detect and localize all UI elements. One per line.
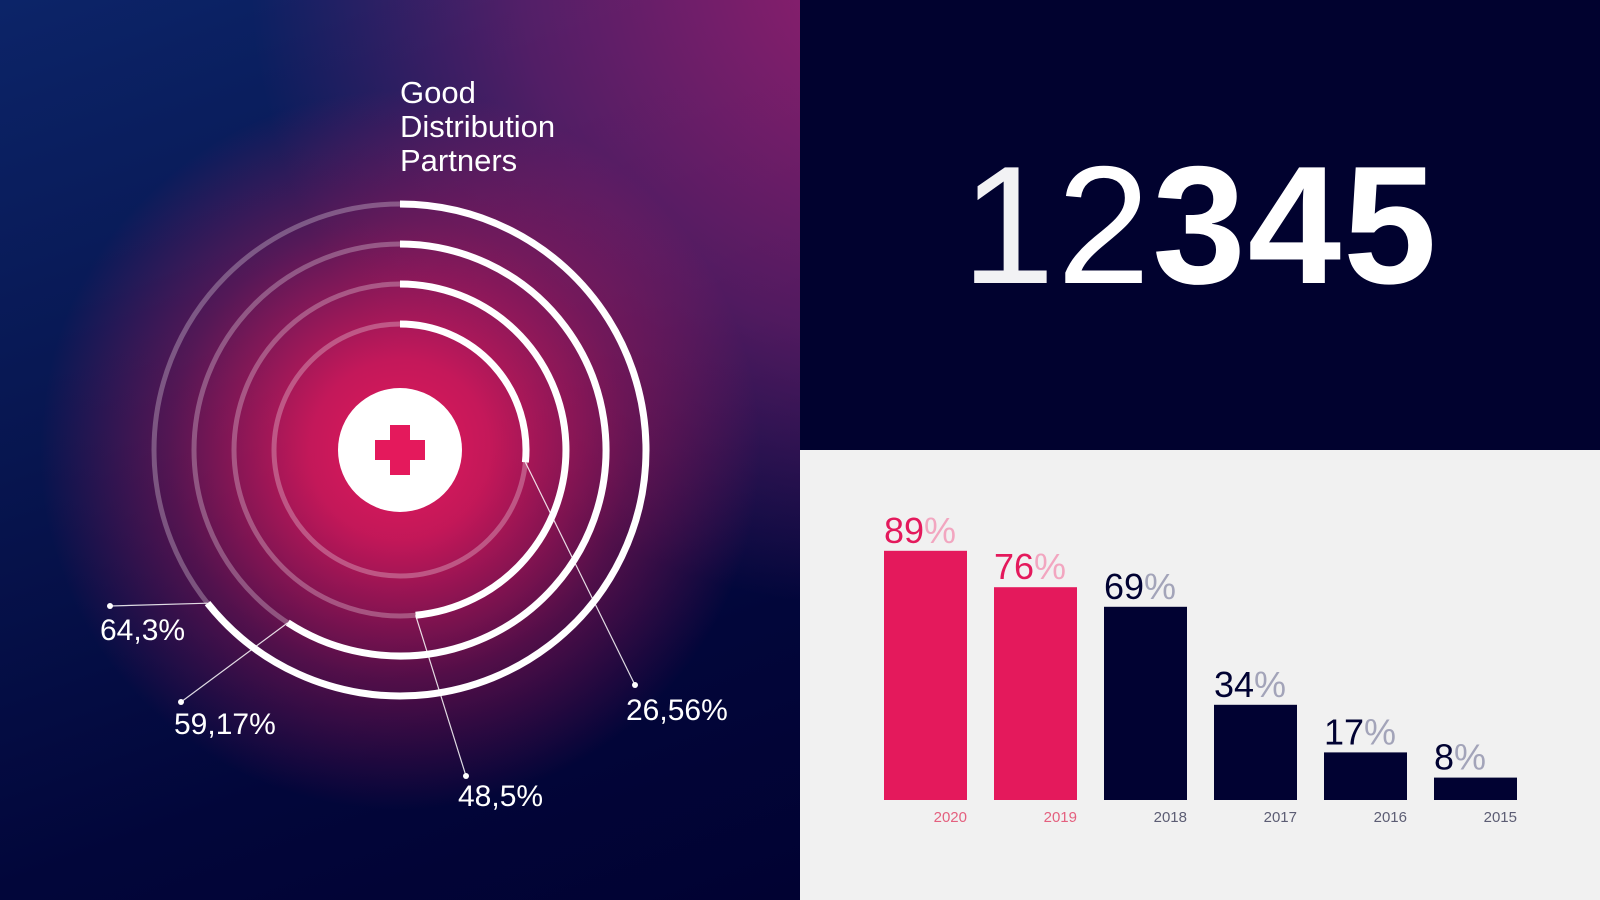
bar-2018 <box>1104 606 1187 800</box>
ring-leader-line-1 <box>109 602 208 607</box>
radial-chart-panel: Good Distribution Partners 64,3% 59,17% 48… <box>0 0 800 900</box>
ring-value-label-3: 48,5% <box>458 780 543 813</box>
bar-category-label-2020: 2020 <box>934 809 967 826</box>
bar-2016 <box>1324 752 1407 800</box>
bar-category-label-2015: 2015 <box>1484 809 1517 826</box>
bar-category-label-2016: 2016 <box>1374 809 1407 826</box>
digit-weight-sample: 1 2 3 4 5 <box>800 0 1600 450</box>
ring-leader-dot-3 <box>463 773 469 779</box>
number-display-panel: 1 2 3 4 5 <box>800 0 1600 450</box>
bar-2020 <box>884 550 967 800</box>
bar-chart: 89% 2020 76% 2019 69% 2018 34% 2017 17% 2016 8% 201… <box>884 510 1517 826</box>
bar-value-label-2019: 76% <box>994 546 1066 587</box>
ring-leader-dot-2 <box>178 699 184 705</box>
ring-value-label-4: 26,56% <box>626 694 728 727</box>
digit-4: 4 <box>1247 131 1344 319</box>
bar-2015 <box>1434 777 1517 800</box>
bar-value-label-2016: 17% <box>1324 711 1396 752</box>
bar-value-label-2017: 34% <box>1214 664 1286 705</box>
ring-arc-3 <box>399 280 570 619</box>
ring-leader-dot-1 <box>107 603 113 609</box>
radial-title-line-1: Good <box>400 75 476 110</box>
bar-category-label-2019: 2019 <box>1044 809 1077 826</box>
ring-arc-1 <box>204 200 650 700</box>
ring-leader-line-2 <box>180 622 289 703</box>
ring-arc-2 <box>285 240 610 660</box>
bar-value-label-2018: 69% <box>1104 566 1176 607</box>
digit-2: 2 <box>1056 131 1153 319</box>
bar-category-label-2018: 2018 <box>1154 809 1187 826</box>
bar-value-label-2015: 8% <box>1434 737 1486 778</box>
ring-leader-line-4 <box>524 462 636 686</box>
ring-value-label-1: 64,3% <box>100 614 185 647</box>
digit-3: 3 <box>1152 131 1248 319</box>
digit-5: 5 <box>1343 131 1439 319</box>
bar-2017 <box>1214 704 1297 800</box>
digit-1: 1 <box>961 131 1057 319</box>
bar-chart-panel: 89% 2020 76% 2019 69% 2018 34% 2017 17% 2016 8% 201… <box>800 450 1600 900</box>
ring-leader-dot-4 <box>632 682 638 688</box>
bar-value-label-2020: 89% <box>884 510 956 551</box>
ring-leader-line-3 <box>415 615 467 777</box>
radial-title-line-2: Distribution <box>400 109 555 144</box>
ring-arc-4 <box>399 320 530 463</box>
radial-chart: Good Distribution Partners 64,3% 59,17% 48… <box>100 75 728 813</box>
bar-category-label-2017: 2017 <box>1264 809 1297 826</box>
ring-value-label-2: 59,17% <box>174 708 276 741</box>
plus-cross-icon <box>375 425 425 475</box>
bar-2019 <box>994 587 1077 800</box>
radial-title-line-3: Partners <box>400 143 517 178</box>
